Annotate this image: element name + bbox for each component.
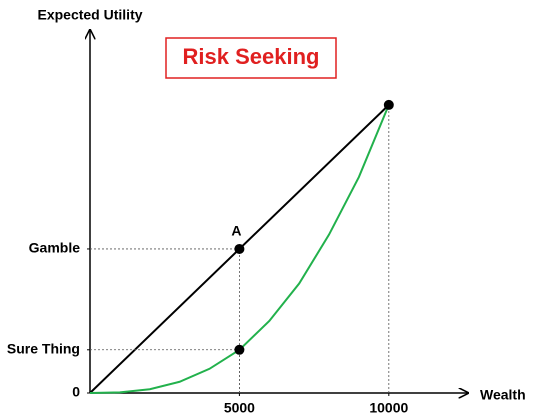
point	[383, 99, 394, 110]
x-axis-label: Wealth	[480, 387, 526, 403]
title-box	[165, 37, 337, 79]
point	[234, 243, 245, 254]
y-tick-label: Sure Thing	[7, 340, 80, 356]
chart-title: Risk Seeking	[183, 44, 320, 69]
point	[234, 344, 245, 355]
y-axis-label: Expected Utility	[37, 7, 142, 23]
x-tick-label: 10000	[369, 400, 408, 416]
y-tick-label: Gamble	[29, 240, 81, 256]
y-tick-label: 0	[72, 384, 80, 400]
point-label: A	[231, 223, 241, 239]
x-tick-label: 5000	[224, 400, 255, 416]
